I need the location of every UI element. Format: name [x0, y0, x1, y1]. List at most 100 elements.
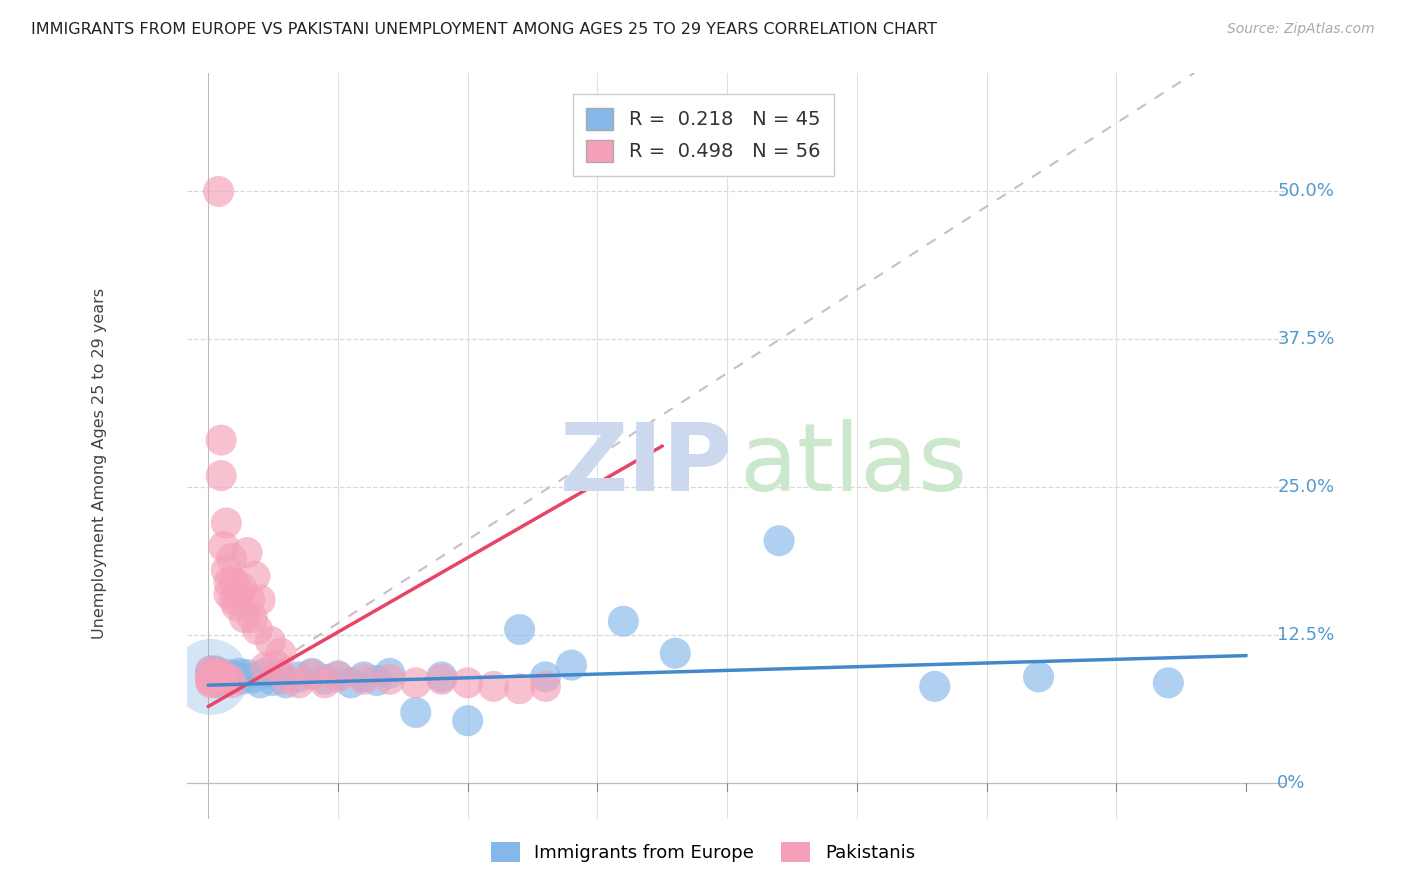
Point — [274, 673, 297, 687]
Text: 25.0%: 25.0% — [1277, 478, 1334, 497]
Point — [215, 563, 238, 577]
Point — [231, 581, 253, 595]
Point — [205, 676, 228, 690]
Point — [200, 670, 222, 684]
Point — [534, 670, 557, 684]
Point — [405, 706, 427, 720]
Point — [270, 646, 292, 660]
Point — [221, 676, 243, 690]
Point — [209, 433, 232, 447]
Text: Source: ZipAtlas.com: Source: ZipAtlas.com — [1227, 22, 1375, 37]
Point — [240, 610, 263, 624]
Point — [225, 599, 247, 613]
Point — [200, 670, 222, 684]
Point — [314, 676, 336, 690]
Point — [209, 468, 232, 483]
Point — [224, 669, 246, 683]
Text: Unemployment Among Ages 25 to 29 years: Unemployment Among Ages 25 to 29 years — [91, 288, 107, 640]
Point — [200, 673, 222, 688]
Point — [353, 673, 375, 687]
Point — [534, 679, 557, 693]
Point — [212, 540, 235, 554]
Point — [239, 593, 262, 607]
Point — [218, 667, 240, 681]
Text: 50.0%: 50.0% — [1277, 182, 1334, 201]
Point — [200, 670, 222, 684]
Point — [209, 673, 232, 688]
Point — [301, 666, 323, 681]
Point — [200, 664, 222, 678]
Point — [378, 673, 401, 687]
Point — [924, 679, 946, 693]
Text: ZIP: ZIP — [560, 418, 733, 510]
Legend: Immigrants from Europe, Pakistanis: Immigrants from Europe, Pakistanis — [484, 834, 922, 870]
Point — [314, 673, 336, 687]
Point — [274, 676, 297, 690]
Point — [221, 673, 243, 687]
Point — [236, 545, 259, 559]
Point — [228, 587, 250, 601]
Point — [207, 666, 229, 681]
Point — [202, 667, 225, 681]
Point — [430, 673, 453, 687]
Point — [207, 673, 229, 687]
Point — [218, 575, 240, 590]
Point — [209, 669, 232, 683]
Point — [236, 667, 259, 681]
Text: 12.5%: 12.5% — [1277, 626, 1334, 645]
Point — [221, 551, 243, 566]
Point — [288, 670, 311, 684]
Point — [264, 658, 287, 673]
Point — [430, 670, 453, 684]
Point — [202, 670, 225, 684]
Point — [353, 670, 375, 684]
Point — [233, 610, 256, 624]
Point — [212, 670, 235, 684]
Point — [259, 634, 281, 648]
Point — [240, 671, 263, 685]
Point — [457, 676, 479, 690]
Text: 0%: 0% — [1277, 774, 1306, 792]
Point — [200, 673, 222, 687]
Point — [768, 533, 790, 548]
Point — [326, 670, 349, 684]
Point — [200, 676, 222, 690]
Point — [218, 673, 240, 687]
Point — [326, 669, 349, 683]
Point — [207, 185, 229, 199]
Point — [224, 593, 246, 607]
Point — [202, 667, 225, 681]
Point — [205, 673, 228, 688]
Point — [254, 666, 277, 681]
Point — [215, 516, 238, 530]
Point — [202, 673, 225, 687]
Point — [509, 681, 531, 696]
Point — [262, 673, 284, 688]
Point — [202, 674, 225, 689]
Point — [228, 666, 250, 681]
Point — [200, 664, 222, 678]
Point — [225, 670, 247, 684]
Point — [288, 676, 311, 690]
Point — [224, 575, 246, 590]
Point — [509, 623, 531, 637]
Point — [340, 676, 363, 690]
Point — [1028, 670, 1050, 684]
Point — [205, 669, 228, 683]
Point — [560, 658, 582, 673]
Point — [202, 673, 225, 687]
Text: 37.5%: 37.5% — [1277, 330, 1334, 349]
Point — [664, 646, 686, 660]
Text: IMMIGRANTS FROM EUROPE VS PAKISTANI UNEMPLOYMENT AMONG AGES 25 TO 29 YEARS CORRE: IMMIGRANTS FROM EUROPE VS PAKISTANI UNEM… — [31, 22, 936, 37]
Point — [205, 671, 228, 685]
Point — [207, 673, 229, 687]
Point — [212, 669, 235, 683]
Point — [231, 673, 253, 687]
Point — [218, 587, 240, 601]
Point — [243, 569, 266, 583]
Point — [249, 676, 271, 690]
Point — [249, 593, 271, 607]
Point — [378, 666, 401, 681]
Point — [405, 676, 427, 690]
Point — [254, 660, 277, 674]
